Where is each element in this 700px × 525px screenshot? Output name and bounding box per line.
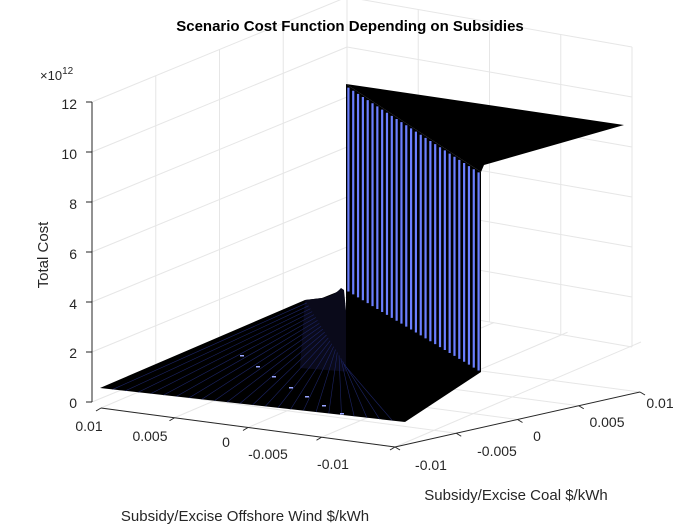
- surface-highlight: [305, 396, 309, 398]
- chart-title: Scenario Cost Function Depending on Subs…: [176, 18, 524, 35]
- floor-gridline-x: [394, 341, 642, 448]
- x-tick-label: 0.01: [75, 418, 102, 434]
- mesh-line: [345, 366, 393, 421]
- mesh-line: [340, 358, 355, 417]
- y-tick-label: -0.005: [477, 443, 517, 459]
- mesh-line: [342, 361, 368, 418]
- x-tick-label: 0: [222, 434, 230, 450]
- y-tick-label: 0: [533, 428, 541, 444]
- z-tick-label: 6: [69, 246, 77, 262]
- z-tick-label: 12: [61, 96, 77, 112]
- y-tick-label: -0.01: [415, 457, 447, 473]
- z-tick-label: 4: [69, 296, 77, 312]
- y-tick-mark: [578, 405, 585, 410]
- z-axis-label: Total Cost: [35, 221, 52, 289]
- mesh-line: [125, 305, 309, 392]
- mesh-line: [226, 328, 324, 403]
- cost-surface: [100, 84, 624, 422]
- mesh-line: [188, 320, 318, 399]
- x-tick-mark: [95, 407, 102, 412]
- y-tick-mark: [394, 446, 401, 451]
- mesh-line: [112, 302, 307, 390]
- surface-highlight: [289, 387, 293, 389]
- x-tick-label: -0.005: [248, 446, 288, 462]
- y-tick-label: 0.01: [646, 395, 673, 411]
- surface-highlight: [272, 376, 276, 378]
- high-plateau-surface: [346, 84, 624, 172]
- z-tick-label: 2: [69, 345, 77, 361]
- z-tick-label: 0: [69, 395, 77, 411]
- y-tick-mark: [639, 391, 646, 396]
- z-tick-label: 10: [61, 146, 77, 162]
- mesh-line: [315, 349, 336, 413]
- x-tick-mark: [169, 417, 175, 422]
- mesh-line: [290, 343, 333, 410]
- surface-highlight: [340, 413, 344, 415]
- mesh-line: [201, 323, 320, 400]
- mesh-line: [239, 331, 325, 404]
- y-axis-ticks: -0.01 -0.005 0 0.005 0.01: [415, 395, 674, 473]
- surface-highlight: [240, 355, 244, 357]
- mesh-line: [176, 317, 316, 397]
- mesh-line: [303, 346, 334, 411]
- mesh-line: [252, 334, 327, 406]
- mesh-line: [328, 352, 338, 414]
- y-axis-label: Subsidy/Excise Coal $/kWh: [424, 487, 607, 504]
- x-tick-mark: [316, 436, 322, 441]
- y-tick-label: 0.005: [589, 414, 624, 430]
- z-tick-label: 8: [69, 196, 77, 212]
- x-axis-label: Subsidy/Excise Offshore Wind $/kWh: [121, 508, 369, 525]
- x-tick-mark: [389, 446, 396, 451]
- mesh-line: [264, 337, 329, 407]
- surface-highlight: [256, 366, 260, 368]
- x-tick-label: -0.01: [317, 456, 349, 472]
- low-plateau-rise: [300, 288, 352, 372]
- mesh-line: [344, 364, 380, 420]
- mesh-line: [150, 311, 313, 394]
- x-tick-mark: [242, 427, 249, 431]
- surface-mesh: [112, 302, 393, 421]
- y-tick-mark: [455, 432, 462, 437]
- x-tick-label: 0.005: [132, 428, 167, 444]
- mesh-line: [338, 355, 342, 415]
- floor-gridline-y: [162, 393, 457, 434]
- surface-highlight: [322, 405, 326, 407]
- z-exponent-label: ×1012: [40, 66, 74, 83]
- mesh-line: [214, 326, 322, 401]
- z-axis-ticks: 0 2 4 6 8 10 12: [61, 96, 77, 411]
- mesh-line: [163, 314, 315, 396]
- x-axis-ticks: 0.01 0.005 0 -0.005 -0.01: [75, 418, 349, 472]
- mesh-line: [137, 308, 311, 393]
- vertical-wall: [346, 84, 481, 422]
- mesh-line: [277, 340, 331, 409]
- y-tick-mark: [517, 419, 523, 423]
- wall-stripes: [347, 87, 480, 371]
